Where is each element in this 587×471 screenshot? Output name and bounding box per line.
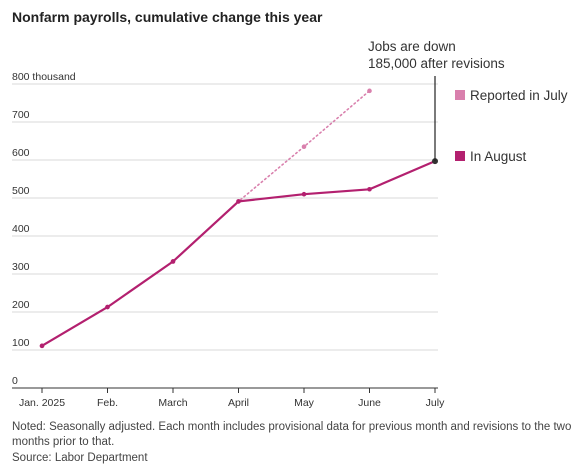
y-axis: 0 100 200 300 400 500 600 700 800 thousand: [12, 71, 76, 387]
grid: [12, 83, 438, 389]
data-point: [39, 343, 45, 349]
legend-label: Reported in July: [470, 88, 568, 103]
x-tick-label: July: [426, 397, 445, 409]
y-tick-label: 300: [12, 261, 30, 273]
data-point: [367, 186, 372, 192]
legend-swatch: [455, 90, 465, 100]
x-tick-label: April: [228, 397, 249, 409]
y-tick-label: 100: [12, 337, 30, 349]
data-point: [301, 191, 307, 197]
data-point: [236, 199, 241, 204]
x-tick-label: Jan. 2025: [19, 397, 65, 409]
source-line: Source: Labor Department: [12, 452, 148, 464]
y-tick-label: 200: [12, 299, 30, 311]
x-tick-label: June: [358, 397, 381, 409]
annotation-text: 185,000 after revisions: [368, 56, 505, 71]
series: [39, 88, 438, 349]
legend-swatch: [455, 151, 465, 161]
y-tick-label: 500: [12, 185, 30, 197]
footnote: Noted: Seasonally adjusted. Each month i…: [12, 421, 572, 448]
x-tick-label: March: [158, 397, 187, 409]
chart-title: Nonfarm payrolls, cumulative change this…: [12, 9, 323, 25]
annotation-text: Jobs are down: [368, 39, 456, 54]
data-point: [301, 144, 307, 149]
annotation: Jobs are down 185,000 after revisions: [368, 39, 505, 162]
legend: Reported in July In August: [455, 88, 568, 164]
legend-label: In August: [470, 149, 527, 164]
y-tick-label: 600: [12, 147, 30, 159]
y-tick-label: 0: [12, 375, 18, 387]
data-point: [170, 259, 176, 264]
series-line-reported-in-july: [41, 90, 371, 347]
x-tick-label: Feb.: [97, 397, 118, 409]
y-unit-label: 800 thousand: [12, 71, 76, 83]
data-point: [105, 304, 110, 310]
data-point: [367, 88, 372, 94]
y-tick-label: 400: [12, 223, 30, 235]
x-axis: Jan. 2025 Feb. March April May June July: [19, 388, 445, 409]
series-line-in-august: [41, 160, 436, 347]
y-tick-label: 700: [12, 109, 30, 121]
x-tick-label: May: [294, 397, 315, 409]
